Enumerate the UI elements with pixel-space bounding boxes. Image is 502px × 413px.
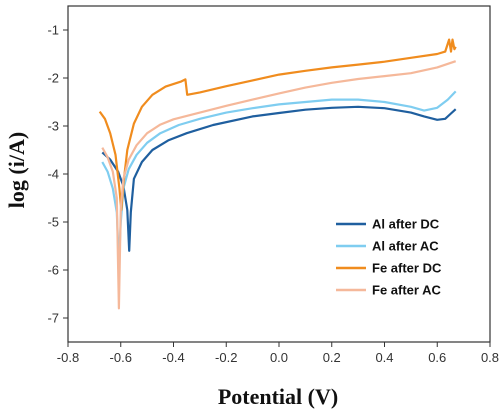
y-tick-label: -5 [47,215,59,230]
y-tick-label: -2 [47,71,59,86]
y-tick-label: -1 [47,23,59,38]
y-tick-label: -7 [47,311,59,326]
series-lines [98,38,457,310]
legend-label: Al after AC [372,239,439,254]
y-axis-ticks: -1 -2 -3 -4 -5 -6 -7 [47,23,68,326]
legend-label: Al after DC [372,217,440,232]
x-tick-label: 0.8 [481,350,499,365]
x-tick-label: -0.4 [162,350,184,365]
y-tick-label: -3 [47,119,59,134]
series-line-fe-after-dc [98,38,457,212]
x-tick-label: 0.2 [323,350,341,365]
y-tick-label: -4 [47,167,59,182]
legend-label: Fe after DC [372,261,442,276]
x-tick-label: 0.0 [270,350,288,365]
legend-label: Fe after AC [372,283,441,298]
y-tick-label: -6 [47,263,59,278]
series-line-al-after-ac [101,90,457,264]
series-line-fe-after-ac [101,60,457,310]
legend: Al after DC Al after AC Fe after DC Fe afte… [336,217,442,298]
x-axis-title: Potential (V) [218,384,338,409]
x-tick-label: -0.6 [110,350,132,365]
x-tick-label: 0.4 [375,350,393,365]
x-tick-label: -0.8 [57,350,79,365]
x-axis-ticks: -0.8 -0.6 -0.4 -0.2 0.0 0.2 0.4 0.6 0.8 [57,342,499,365]
y-axis-title: log (i/A) [4,132,29,208]
series-line-al-after-dc [101,105,457,252]
x-tick-label: -0.2 [215,350,237,365]
x-tick-label: 0.6 [428,350,446,365]
